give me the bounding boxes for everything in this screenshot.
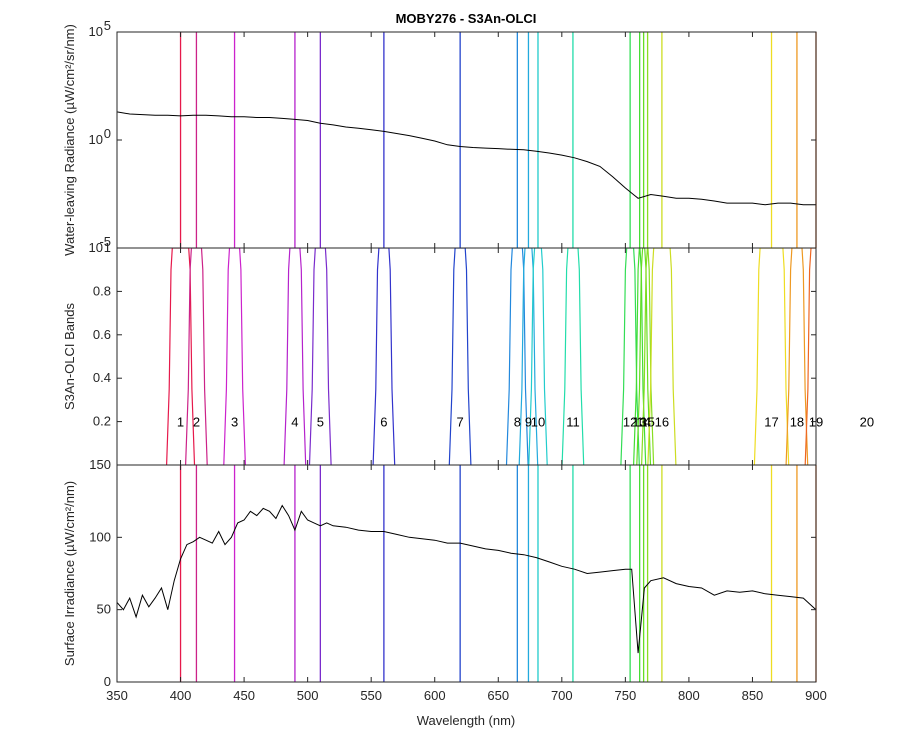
band-label-9: 9 [525,415,532,430]
x-tick-label: 700 [551,688,573,703]
band-label-15: 15 [640,415,654,430]
band-curve-14 [636,248,652,465]
band-curve-16 [647,248,677,465]
band-label-10: 10 [531,415,545,430]
y-tick-exponent: -5 [99,234,111,249]
panel-surface-irradiance: 0 50 100 150 Surface Irradiance (µW/cm²/nm) 3… [62,457,827,703]
band-label-13: 13 [632,415,646,430]
x-tick-label: 450 [233,688,255,703]
y-tick-exponent: 0 [104,126,111,141]
band-curve-3 [223,248,246,465]
band-curve-6 [372,248,396,465]
y-tick-label: 150 [89,457,111,472]
band-curve-11 [561,248,585,465]
axes-box [116,31,817,249]
band-label-16: 16 [655,415,669,430]
x-tick-label: 650 [487,688,509,703]
y-tick-label: 10 [89,240,103,255]
band-curve-10 [528,248,548,465]
x-tick-label: 600 [424,688,446,703]
band-label-4: 4 [291,415,298,430]
band-curve-17 [753,248,790,465]
band-curve-8 [505,248,529,465]
x-tick-label: 500 [297,688,319,703]
band-curve-19 [804,248,816,465]
y-tick-label: 0.4 [93,370,111,385]
band-label-7: 7 [457,415,464,430]
y-axis-label: S3An-OLCI Bands [62,303,77,410]
x-tick-label: 550 [360,688,382,703]
band-label-5: 5 [317,415,324,430]
band-label-3: 3 [231,415,238,430]
y-tick-label: 100 [89,529,111,544]
band-curve-1 [166,248,196,465]
y-tick-label: 0 [104,674,111,689]
band-label-17: 17 [764,415,778,430]
y-tick-label: 1 [104,240,111,255]
band-label-11: 11 [566,415,580,430]
band-curve-4 [283,248,307,465]
band-curve-9 [518,248,539,465]
y-tick-label: 10 [89,24,103,39]
band-label-2: 2 [193,415,200,430]
band-curve-7 [448,248,472,465]
y-tick-label: 10 [89,132,103,147]
x-tick-label: 850 [742,688,764,703]
band-curves [166,248,884,465]
band-label-14: 14 [636,415,650,430]
chart-title: MOBY276 - S3An-OLCI [396,11,537,26]
band-curve-20 [850,248,884,465]
y-tick-label: 0.2 [93,414,111,429]
x-tick-label: 400 [170,688,192,703]
irradiance-line [116,504,817,654]
band-curve-5 [308,248,332,465]
x-tick-label: 750 [615,688,637,703]
band-curve-18 [785,248,809,465]
y-tick-label: 50 [97,602,111,617]
band-label-18: 18 [790,415,804,430]
band-label-12: 12 [623,415,637,430]
y-tick-label: 0.8 [93,283,111,298]
axes-box [116,464,817,683]
y-axis-label: Water-leaving Radiance (µW/cm²/sr/nm) [62,24,77,256]
y-axis-label: Surface Irradiance (µW/cm²/nm) [62,481,77,666]
band-label-1: 1 [177,415,184,430]
band-label-8: 8 [514,415,521,430]
x-tick-label: 800 [678,688,700,703]
y-tick-exponent: 5 [104,18,111,33]
x-tick-label: 900 [805,688,827,703]
x-tick-label: 350 [106,688,128,703]
x-axis-label: Wavelength (nm) [417,713,516,728]
radiance-line [116,111,816,206]
band-label-6: 6 [380,415,387,430]
band-curve-2 [185,248,208,465]
band-label-20: 20 [860,415,874,430]
y-tick-label: 0.6 [93,327,111,342]
band-curve-13 [633,248,647,465]
